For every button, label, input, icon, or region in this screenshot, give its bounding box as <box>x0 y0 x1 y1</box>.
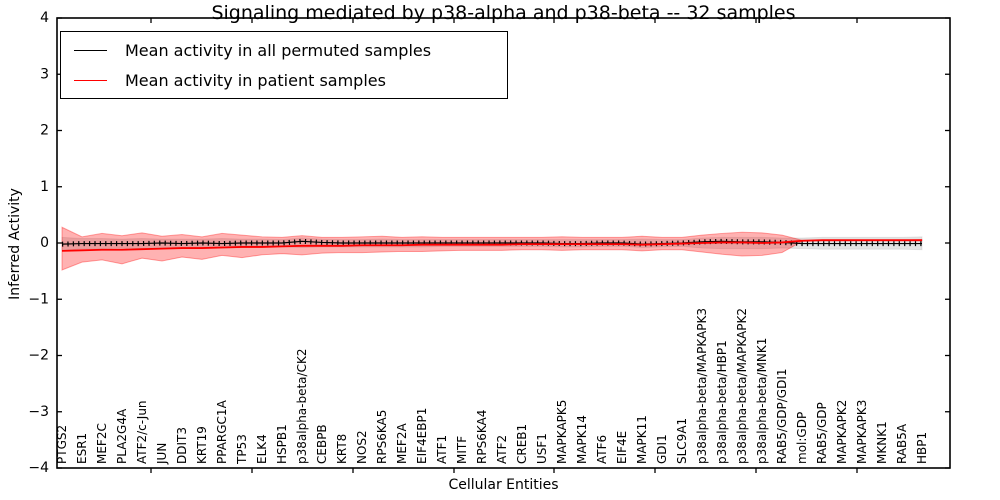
x-tick-label: ATF6 <box>595 435 609 464</box>
x-tick-label: HBP1 <box>915 432 929 464</box>
y-tick-label: −1 <box>28 291 49 307</box>
x-tick-label: KRT19 <box>195 426 209 464</box>
y-tick-label: 3 <box>40 66 49 82</box>
x-tick-label: p38alpha-beta/MNK1 <box>755 338 769 464</box>
x-tick-label: TP53 <box>235 434 249 465</box>
x-tick-label: PPARGC1A <box>215 399 229 464</box>
legend-item-patient: Mean activity in patient samples <box>61 68 507 92</box>
x-tick-label: MEF2A <box>395 423 409 464</box>
x-tick-label: JUN <box>155 443 169 465</box>
x-tick-label: GDI1 <box>655 434 669 464</box>
x-tick-label: HSPB1 <box>275 424 289 464</box>
x-tick-label: RAB5A <box>895 423 909 464</box>
x-tick-label: mol:GDP <box>795 412 809 464</box>
x-tick-label: EIF4EBP1 <box>415 408 429 464</box>
x-axis-label: Cellular Entities <box>448 477 559 493</box>
x-tick-label: NOS2 <box>355 430 369 464</box>
x-tick-label: ATF1 <box>435 435 449 464</box>
x-tick-label: MAPK14 <box>575 415 589 464</box>
x-tick-label: CEBPB <box>315 424 329 464</box>
x-tick-label: USF1 <box>535 433 549 464</box>
y-tick-label: 0 <box>40 235 49 251</box>
y-tick-label: −4 <box>28 460 49 476</box>
y-tick-label: −3 <box>28 404 49 420</box>
x-tick-label: MAPKAPK2 <box>835 400 849 464</box>
legend: Mean activity in all permuted samples Me… <box>60 31 508 99</box>
x-tick-label: RAB5/GDP <box>815 402 829 464</box>
x-tick-label: PTGS2 <box>55 425 69 464</box>
x-tick-label: DDIT3 <box>175 427 189 464</box>
x-tick-label: p38alpha-beta/MAPKAPK2 <box>735 308 749 464</box>
y-tick-label: 4 <box>40 10 49 26</box>
chart-title: Signaling mediated by p38-alpha and p38-… <box>211 2 796 24</box>
x-tick-label: KRT8 <box>335 434 349 464</box>
y-axis-label: Inferred Activity <box>7 188 23 300</box>
x-tick-label: RAB5/GDP/GDI1 <box>775 368 789 464</box>
x-tick-label: MAPKAPK3 <box>855 400 869 464</box>
patient-mean-line <box>61 239 922 252</box>
x-tick-label: MAPKAPK5 <box>555 400 569 464</box>
x-tick-label: MAPK11 <box>635 415 649 464</box>
x-tick-label: CREB1 <box>515 424 529 464</box>
x-tick-label: p38alpha-beta/HBP1 <box>715 340 729 464</box>
x-tick-label: p38alpha-beta/CK2 <box>295 349 309 464</box>
x-tick-label: ATF2/c-Jun <box>135 400 149 464</box>
x-tick-label: p38alpha-beta/MAPKAPK3 <box>695 308 709 464</box>
x-tick-label: EIF4E <box>615 431 629 464</box>
x-tick-label: ATF2 <box>495 435 509 464</box>
x-tick-label: MKNK1 <box>875 421 889 464</box>
x-tick-label: RPS6KA5 <box>375 410 389 464</box>
y-tick-label: −2 <box>28 348 49 364</box>
x-tick-label: PLA2G4A <box>115 408 129 464</box>
x-tick-label: ELK4 <box>255 434 269 464</box>
legend-item-permuted: Mean activity in all permuted samples <box>61 38 507 62</box>
legend-label-permuted: Mean activity in all permuted samples <box>125 40 432 60</box>
y-tick-label: 1 <box>40 179 49 195</box>
x-tick-label: SLC9A1 <box>675 418 689 464</box>
black-line-sample-icon <box>74 49 107 51</box>
x-tick-label: MITF <box>455 436 469 464</box>
legend-label-patient: Mean activity in patient samples <box>125 70 386 90</box>
x-tick-label: MEF2C <box>95 423 109 464</box>
x-tick-label: RPS6KA4 <box>475 410 489 464</box>
red-line-sample-icon <box>74 79 107 81</box>
y-tick-label: 2 <box>40 123 49 139</box>
x-tick-label: ESR1 <box>75 433 89 464</box>
